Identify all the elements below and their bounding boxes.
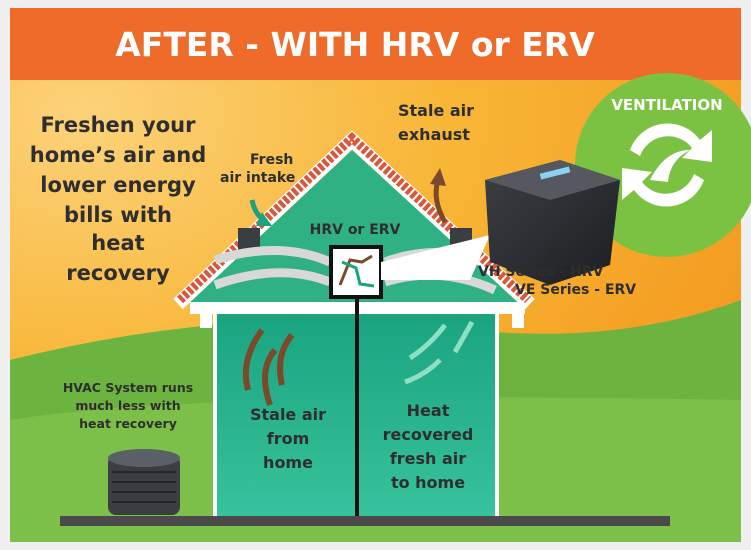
headline-line: bills with bbox=[64, 203, 172, 227]
fresh-label: recovered bbox=[383, 425, 474, 444]
fresh-label: Heat bbox=[407, 401, 450, 420]
title: AFTER - WITH HRV or ERV bbox=[115, 25, 595, 64]
gutter bbox=[200, 312, 212, 328]
headline-line: lower energy bbox=[40, 173, 196, 197]
fresh-label: fresh air bbox=[390, 449, 466, 468]
unit-label: HRV or ERV bbox=[310, 222, 401, 238]
badge-text: VENTILATION bbox=[611, 96, 722, 114]
hvac-note: heat recovery bbox=[79, 416, 177, 431]
fresh-label: to home bbox=[391, 473, 465, 492]
headline-line: recovery bbox=[66, 261, 170, 285]
intake-label: Fresh bbox=[250, 152, 293, 168]
exhaust-label: exhaust bbox=[398, 125, 470, 144]
headline-line: heat bbox=[91, 231, 144, 255]
hvac-top bbox=[108, 449, 180, 467]
stale-label: from bbox=[267, 429, 310, 448]
hvac-note: HVAC System runs bbox=[63, 380, 193, 395]
headline-line: home’s air and bbox=[30, 143, 206, 167]
hvac-note: much less with bbox=[75, 398, 180, 413]
stale-label: home bbox=[263, 453, 313, 472]
product-label: VE Series - ERV bbox=[515, 282, 636, 298]
gutter bbox=[512, 312, 524, 328]
intake-label: air intake bbox=[220, 170, 295, 186]
infographic: AFTER - WITH HRV or ERV VENTILATION Fres… bbox=[0, 0, 751, 550]
stale-label: Stale air bbox=[250, 405, 326, 424]
headline-line: Freshen your bbox=[41, 113, 197, 137]
exhaust-label: Stale air bbox=[398, 101, 474, 120]
ground-slab bbox=[60, 516, 670, 526]
product-label: VH Series - HRV bbox=[478, 264, 604, 280]
